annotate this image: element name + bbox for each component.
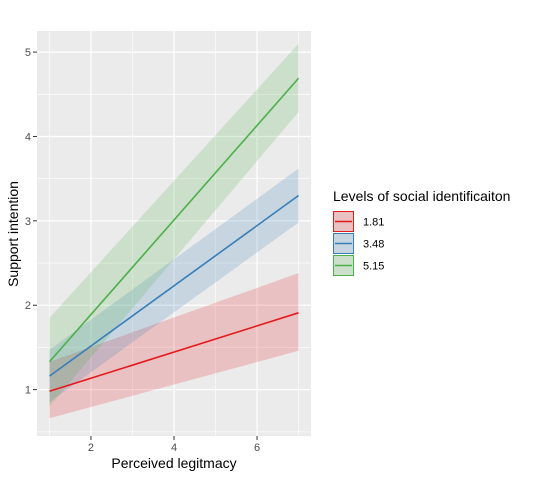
- legend-title: Levels of social identificaiton: [333, 188, 510, 204]
- series-line-5.15: [48, 77, 300, 363]
- legend-label-1.81: 1.81: [363, 217, 384, 229]
- y-axis-title: Support intention: [5, 181, 21, 287]
- x-axis: 2 4 6: [88, 436, 260, 454]
- series-line-3.48: [48, 194, 300, 377]
- x-axis-title: Perceived legitmacy: [111, 455, 236, 471]
- confidence-band-1.81: [49, 273, 299, 419]
- x-tick-label: 4: [171, 442, 177, 454]
- legend: 1.81 3.48 5.15: [333, 211, 384, 276]
- y-tick-label: 4: [25, 131, 31, 143]
- series-line-1.81: [49, 312, 299, 393]
- y-tick-label: 2: [25, 300, 31, 312]
- y-axis: 1 2 3 4 5: [25, 47, 37, 397]
- y-tick-label: 3: [25, 216, 31, 228]
- x-tick-label: 6: [254, 442, 260, 454]
- y-tick-label: 1: [25, 385, 31, 397]
- confidence-band-5.15: [49, 43, 299, 407]
- series-lines: [48, 77, 300, 393]
- y-tick-label: 5: [25, 47, 31, 59]
- x-tick-label: 2: [88, 442, 94, 454]
- legend-label-3.48: 3.48: [363, 239, 384, 251]
- legend-label-5.15: 5.15: [363, 261, 384, 273]
